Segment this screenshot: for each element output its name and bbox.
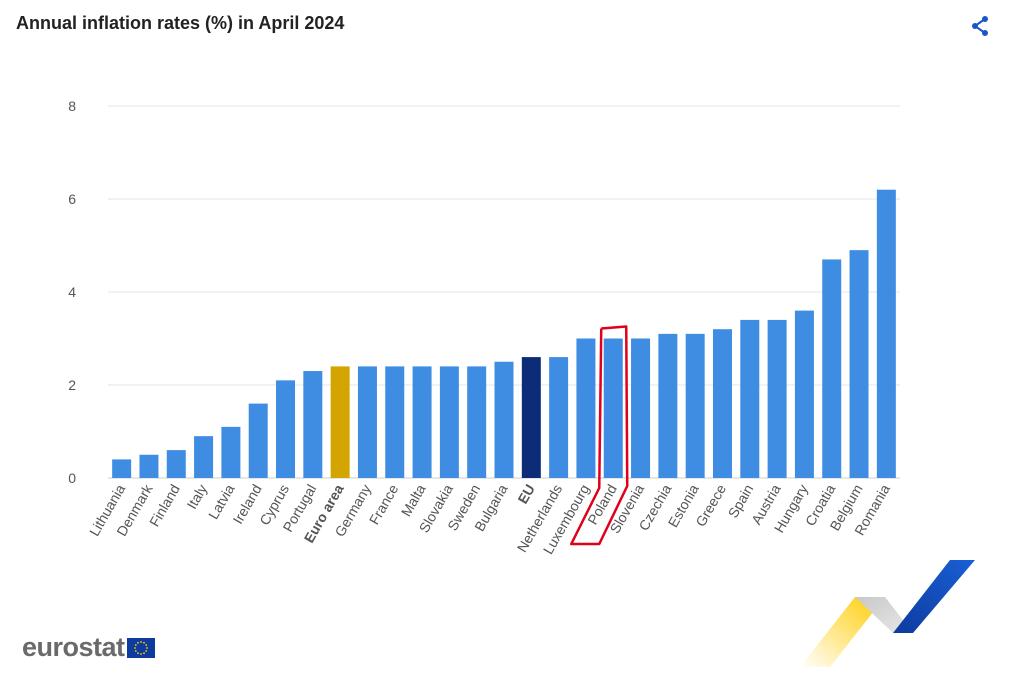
bar-malta[interactable] bbox=[412, 366, 432, 478]
bar-netherlands[interactable] bbox=[549, 357, 569, 478]
share-button[interactable] bbox=[968, 14, 992, 38]
bar-portugal[interactable] bbox=[303, 371, 323, 478]
bar-ireland[interactable] bbox=[248, 403, 268, 478]
bar-hungary[interactable] bbox=[794, 310, 814, 478]
y-tick-label: 2 bbox=[68, 377, 76, 393]
y-tick-label: 0 bbox=[68, 470, 76, 486]
flag-star bbox=[136, 651, 139, 654]
bar-eu[interactable] bbox=[521, 357, 541, 478]
bar-euro-area[interactable] bbox=[330, 366, 350, 478]
bar-austria[interactable] bbox=[767, 319, 787, 478]
bar-italy[interactable] bbox=[194, 436, 214, 478]
flag-star bbox=[145, 646, 148, 649]
bar-slovenia[interactable] bbox=[631, 338, 651, 479]
y-axis-ticks: 0 2 4 6 8 bbox=[68, 98, 76, 486]
bars bbox=[112, 189, 896, 479]
flag-star bbox=[136, 641, 139, 644]
flag-star bbox=[142, 641, 145, 644]
y-tick-label: 8 bbox=[68, 98, 76, 114]
bar-spain[interactable] bbox=[740, 319, 760, 478]
bar-sweden[interactable] bbox=[467, 366, 487, 478]
poland-highlight bbox=[569, 325, 629, 546]
bar-cyprus[interactable] bbox=[276, 380, 296, 478]
flag-star bbox=[134, 649, 137, 652]
flag-star bbox=[144, 649, 147, 652]
bar-lithuania[interactable] bbox=[112, 459, 132, 478]
bar-croatia[interactable] bbox=[822, 259, 842, 478]
bar-romania[interactable] bbox=[876, 189, 896, 478]
bar-germany[interactable] bbox=[357, 366, 377, 478]
share-link bbox=[974, 25, 986, 34]
eu-flag-icon bbox=[126, 637, 155, 658]
bar-estonia[interactable] bbox=[685, 333, 705, 478]
share-link bbox=[974, 18, 986, 27]
logo-text: eurostat bbox=[22, 632, 125, 662]
flag-star bbox=[144, 643, 147, 646]
flag-star bbox=[142, 651, 145, 654]
y-tick-label: 6 bbox=[68, 191, 76, 207]
bar-denmark[interactable] bbox=[139, 454, 159, 478]
bar-belgium[interactable] bbox=[849, 250, 869, 478]
bar-slovakia[interactable] bbox=[439, 366, 459, 478]
flag-star bbox=[134, 643, 137, 646]
flag-star bbox=[133, 646, 136, 649]
flag-star bbox=[139, 652, 142, 655]
x-tick-label-eu: EU bbox=[514, 482, 538, 507]
bar-france[interactable] bbox=[385, 366, 405, 478]
chart-title: Annual inflation rates (%) in April 2024 bbox=[16, 13, 345, 33]
highlight-outline bbox=[569, 325, 629, 546]
x-tick-label-italy: Italy bbox=[183, 482, 210, 512]
eurostat-logo: eurostat bbox=[22, 632, 155, 663]
bar-latvia[interactable] bbox=[221, 426, 241, 478]
bar-czechia[interactable] bbox=[658, 333, 678, 478]
bar-luxembourg[interactable] bbox=[576, 338, 596, 479]
bar-bulgaria[interactable] bbox=[494, 361, 514, 478]
bar-greece[interactable] bbox=[712, 329, 732, 478]
y-tick-label: 4 bbox=[68, 284, 76, 300]
bar-poland[interactable] bbox=[603, 338, 623, 479]
decorative-swoosh bbox=[800, 560, 975, 667]
share-icon bbox=[972, 16, 988, 36]
flag-star bbox=[139, 640, 142, 643]
bar-finland[interactable] bbox=[166, 450, 186, 478]
